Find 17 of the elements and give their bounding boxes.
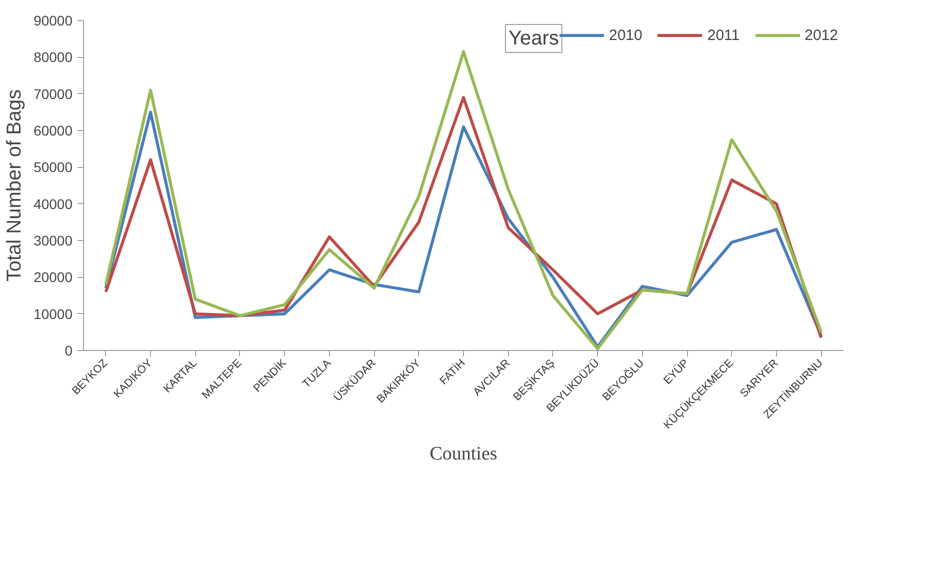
y-tick-label: 50000 [34, 159, 73, 176]
y-tick-label: 90000 [34, 12, 73, 28]
y-tick-label: 20000 [34, 269, 73, 286]
legend-label: 2010 [608, 26, 642, 44]
y-tick-label: 40000 [34, 196, 73, 212]
legend-label: 2012 [804, 26, 838, 44]
y-tick-label: 60000 [34, 122, 73, 138]
legend-title: Years [508, 28, 559, 50]
line-series [104, 50, 823, 350]
y-axis-title: Total Number of Bags [4, 89, 26, 282]
legend-label: 2011 [707, 26, 740, 44]
y-tick-label: 70000 [34, 86, 73, 102]
y-tick-label: 80000 [34, 49, 73, 66]
y-tick-label: 30000 [34, 232, 73, 248]
y-tick-label: 10000 [34, 306, 73, 322]
x-axis-title: Counties [430, 444, 498, 465]
y-tick-label: 0 [64, 342, 73, 358]
